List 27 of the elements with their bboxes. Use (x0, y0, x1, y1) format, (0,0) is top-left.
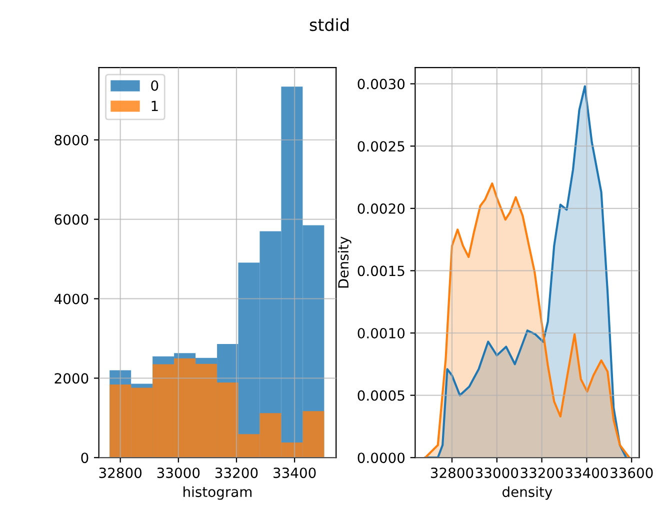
y-tick-label: 0.0005 (358, 390, 404, 401)
y-tick-label: 0.0000 (358, 452, 405, 464)
x-tick-label: 33000 (476, 468, 518, 478)
legend-label: 0 (151, 80, 158, 91)
x-axis-title: density (502, 486, 552, 500)
x-tick-label: 33600 (610, 468, 653, 478)
y-tick-label: 0.0020 (358, 203, 405, 214)
x-axis-title: histogram (184, 486, 252, 500)
y-tick-label: 0.0010 (358, 328, 405, 338)
y-tick-label: 6000 (54, 214, 88, 225)
y-tick-label: 0.0015 (358, 266, 404, 276)
x-tick-label: 33000 (157, 468, 200, 478)
x-tick-label: 33200 (520, 468, 563, 478)
y-tick-label: 0 (81, 452, 88, 464)
y-tick-label: 2000 (54, 373, 88, 384)
x-tick-label: 33400 (274, 468, 316, 478)
y-axis-title: Density (338, 236, 352, 288)
x-tick-label: 33200 (215, 468, 258, 478)
x-tick-label: 33400 (566, 468, 608, 478)
y-tick-label: 8000 (54, 134, 88, 146)
y-tick-label: 4000 (54, 294, 88, 304)
x-tick-label: 32800 (99, 468, 142, 478)
chart-title: stdid (310, 18, 348, 32)
y-tick-label: 0.0025 (358, 141, 404, 152)
y-tick-label: 0.0030 (358, 78, 405, 90)
x-tick-label: 32800 (430, 468, 474, 478)
legend-label: 1 (152, 100, 158, 112)
